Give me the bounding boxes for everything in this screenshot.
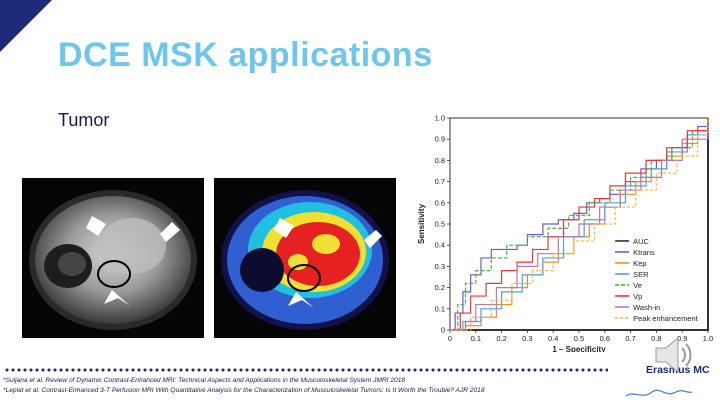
legend-label: Peak enhancement bbox=[633, 314, 699, 323]
slide-subtitle: Tumor bbox=[58, 110, 110, 130]
arrowhead-icon bbox=[364, 230, 382, 248]
series-line bbox=[450, 118, 709, 331]
y-tick-label: 0.6 bbox=[435, 198, 445, 207]
y-tick-label: 0.7 bbox=[435, 177, 445, 186]
y-tick-label: 0.2 bbox=[435, 283, 445, 292]
y-tick-label: 0.5 bbox=[435, 220, 445, 229]
arrowhead-icon bbox=[274, 218, 294, 238]
x-axis-label: 1 – Specificity bbox=[552, 345, 606, 352]
legend-label: AUC bbox=[633, 237, 649, 246]
legend-label: Wash-in bbox=[633, 303, 660, 312]
x-tick-label: 0.9 bbox=[677, 334, 687, 343]
x-tick-label: 0.4 bbox=[548, 334, 558, 343]
x-tick-label: 0.5 bbox=[574, 334, 584, 343]
x-tick-label: 0.8 bbox=[651, 334, 661, 343]
speaker-icon[interactable] bbox=[648, 332, 698, 378]
y-axis-label: Sensitivity bbox=[417, 203, 426, 244]
x-tick-label: 0.6 bbox=[600, 334, 610, 343]
x-tick-label: 1.0 bbox=[703, 334, 713, 343]
dotted-divider bbox=[4, 368, 608, 372]
y-tick-label: 1.0 bbox=[435, 114, 445, 123]
x-tick-label: 0.2 bbox=[496, 334, 506, 343]
legend-label: Ktrans bbox=[633, 248, 655, 257]
series-line bbox=[450, 118, 709, 331]
y-tick-label: 0.3 bbox=[435, 262, 445, 271]
arrowhead-icon bbox=[160, 222, 180, 242]
series-line bbox=[450, 118, 709, 331]
slide-title: DCE MSK applications bbox=[58, 36, 433, 74]
x-tick-label: 0.7 bbox=[625, 334, 635, 343]
reference-1: *Suljana et al. Review of Dynamic Contra… bbox=[3, 377, 406, 384]
y-tick-label: 0.8 bbox=[435, 156, 445, 165]
series-line bbox=[450, 118, 709, 331]
mri-image-colormap bbox=[214, 178, 396, 338]
mri-image-grayscale bbox=[22, 178, 204, 338]
x-tick-label: 0.1 bbox=[471, 334, 481, 343]
y-tick-label: 0.9 bbox=[435, 135, 445, 144]
y-tick-label: 0 bbox=[441, 326, 445, 335]
references: *Suljana et al. Review of Dynamic Contra… bbox=[3, 376, 485, 395]
arrowhead-icon bbox=[288, 292, 314, 308]
reference-2: *Leplat et al. Contrast-Enhanced 3-T Per… bbox=[3, 386, 485, 394]
roc-chart: 0 0.1 0.2 0.3 0.4 0.5 0.6 0.7 0.8 0.9 1.0 0 0.1 0.2 0.… bbox=[414, 104, 714, 354]
legend-label: Vp bbox=[633, 292, 642, 301]
y-tick-label: 0.4 bbox=[435, 241, 445, 250]
arrowhead-icon bbox=[104, 290, 130, 306]
corner-triangle bbox=[0, 0, 52, 52]
x-tick-label: 0.3 bbox=[522, 334, 532, 343]
legend-label: Kep bbox=[633, 259, 646, 268]
y-tick-label: 0.1 bbox=[435, 304, 445, 313]
x-tick-label: 0 bbox=[448, 334, 452, 343]
arrowhead-icon bbox=[86, 216, 106, 236]
legend-label: Ve bbox=[633, 281, 642, 290]
legend-label: SER bbox=[633, 270, 649, 279]
